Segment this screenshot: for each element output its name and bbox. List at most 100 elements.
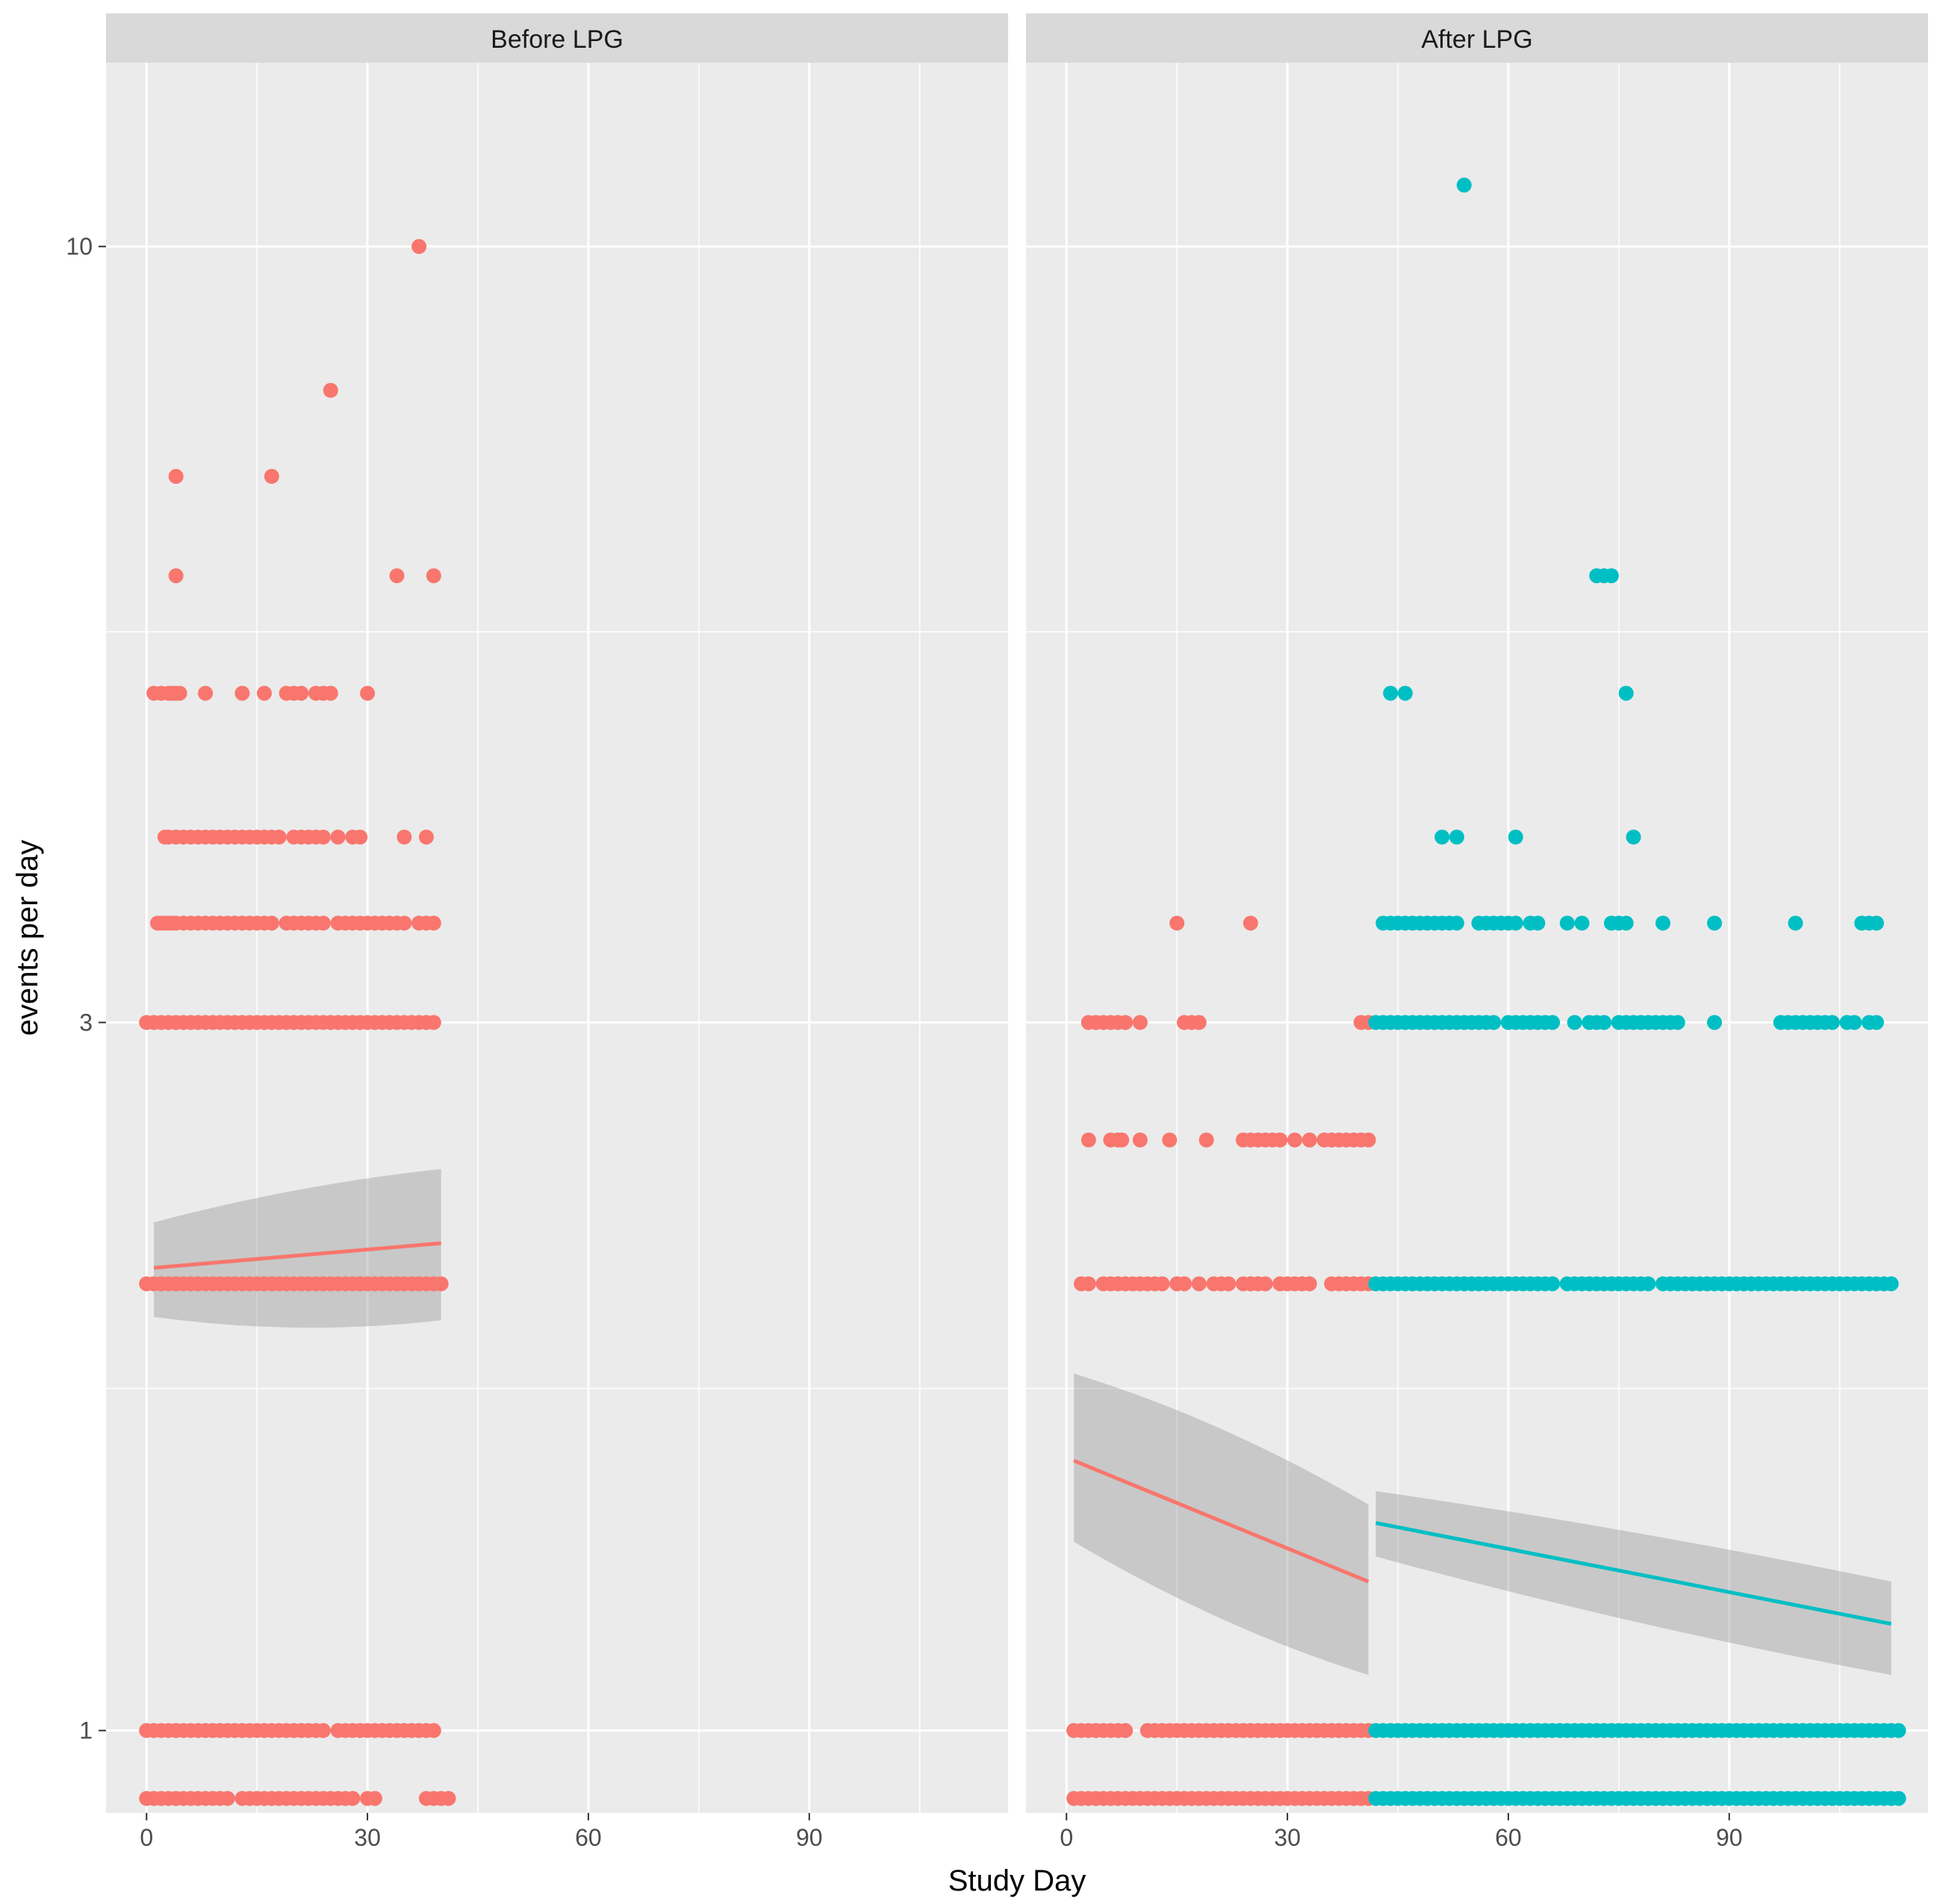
x-tick-label: 0: [140, 1824, 153, 1851]
data-point-after: [1545, 1015, 1561, 1030]
data-point-before: [441, 1791, 456, 1806]
data-point-before: [1257, 1276, 1273, 1292]
data-point-after: [1397, 685, 1413, 701]
data-point-after: [1824, 1015, 1840, 1030]
data-point-after: [1596, 1015, 1612, 1030]
data-point-after: [1847, 1015, 1862, 1030]
fits-after: [1073, 1373, 1892, 1676]
data-point-after: [1603, 568, 1619, 584]
strip-title-before: Before LPG: [491, 25, 624, 54]
data-point-after: [1626, 830, 1641, 845]
data-point-before: [1081, 1276, 1096, 1292]
data-point-before: [293, 685, 309, 701]
data-point-before: [411, 239, 427, 255]
trend-line: [153, 1241, 441, 1270]
data-point-before: [1081, 1132, 1096, 1148]
data-point-before: [1162, 1132, 1178, 1148]
data-point-after: [1707, 1015, 1723, 1030]
data-point-before: [426, 1015, 441, 1030]
x-tick-label: 30: [354, 1824, 381, 1851]
x-tick-label: 60: [575, 1824, 602, 1851]
data-point-after: [1383, 685, 1399, 701]
data-point-before: [1361, 1132, 1376, 1148]
data-point-before: [426, 1723, 441, 1738]
data-point-after: [1434, 830, 1450, 845]
data-point-after: [1508, 830, 1523, 845]
data-point-after: [1891, 1723, 1906, 1738]
data-point-after: [1655, 915, 1670, 931]
data-point-before: [264, 915, 279, 931]
data-point-after: [1486, 1015, 1502, 1030]
plot-area-after: [1026, 63, 1928, 1813]
plot-area-before: [106, 63, 1008, 1813]
data-point-before: [323, 685, 338, 701]
data-point-before: [1118, 1015, 1134, 1030]
y-tick-label: 10: [66, 233, 93, 260]
trend-line: [1375, 1521, 1892, 1626]
data-point-before: [1243, 915, 1258, 931]
data-point-before: [323, 382, 338, 398]
data-point-after: [1449, 915, 1464, 931]
y-axis-title: events per day: [11, 840, 44, 1036]
x-tick-label: 90: [796, 1824, 823, 1851]
data-point-after: [1670, 1015, 1685, 1030]
points-after: [1066, 177, 1906, 1806]
x-tick-label: 90: [1716, 1824, 1743, 1851]
y-tick-label: 1: [79, 1717, 93, 1744]
data-point-before: [1169, 915, 1185, 931]
data-point-before: [168, 568, 184, 584]
data-point-after: [1559, 915, 1575, 931]
data-point-before: [360, 685, 376, 701]
data-point-before: [264, 469, 279, 485]
data-point-before: [1287, 1132, 1302, 1148]
grid-after: [1026, 63, 1928, 1813]
data-point-before: [1302, 1132, 1317, 1148]
data-point-before: [397, 915, 412, 931]
data-point-before: [1191, 1015, 1207, 1030]
strip-title-after: After LPG: [1421, 25, 1532, 54]
data-point-before: [389, 568, 405, 584]
data-point-before: [1177, 1276, 1193, 1292]
panel-after: After LPG: [1026, 13, 1928, 1813]
data-point-before: [345, 1791, 361, 1806]
x-tick-label: 30: [1274, 1824, 1301, 1851]
confidence-band: [1074, 1373, 1369, 1676]
data-point-before: [234, 685, 250, 701]
data-point-after: [1508, 915, 1523, 931]
data-point-before: [1132, 1015, 1148, 1030]
data-point-after: [1788, 915, 1803, 931]
data-point-before: [220, 1791, 235, 1806]
data-point-before: [1191, 1276, 1207, 1292]
data-point-after: [1530, 915, 1546, 931]
data-point-before: [315, 915, 331, 931]
data-point-before: [168, 469, 184, 485]
data-point-before: [1114, 1132, 1130, 1148]
confidence-band: [1375, 1490, 1891, 1676]
y-axis: 1 3 10: [66, 233, 106, 1744]
data-point-after: [1618, 915, 1634, 931]
data-point-before: [172, 685, 187, 701]
data-point-before: [1221, 1276, 1237, 1292]
data-point-after: [1456, 177, 1472, 193]
data-point-before: [330, 830, 346, 845]
strip-background-before: [106, 13, 1008, 63]
data-point-before: [1118, 1723, 1134, 1738]
data-point-before: [1132, 1132, 1148, 1148]
data-point-after: [1707, 915, 1723, 931]
trend-line: [1073, 1458, 1369, 1584]
x-tick-label: 60: [1495, 1824, 1522, 1851]
data-point-after: [1641, 1276, 1656, 1292]
x-axis-title: Study Day: [948, 1864, 1086, 1897]
data-point-before: [271, 830, 287, 845]
data-point-before: [367, 1791, 382, 1806]
data-point-after: [1868, 915, 1884, 931]
data-point-before: [1302, 1276, 1317, 1292]
data-point-before: [1154, 1276, 1170, 1292]
data-point-after: [1891, 1791, 1906, 1806]
data-point-before: [198, 685, 214, 701]
x-axis: 0 30 60 90 0 30 60 90: [140, 1813, 1743, 1851]
data-point-before: [433, 1276, 449, 1292]
data-point-after: [1618, 685, 1634, 701]
data-point-before: [257, 685, 273, 701]
